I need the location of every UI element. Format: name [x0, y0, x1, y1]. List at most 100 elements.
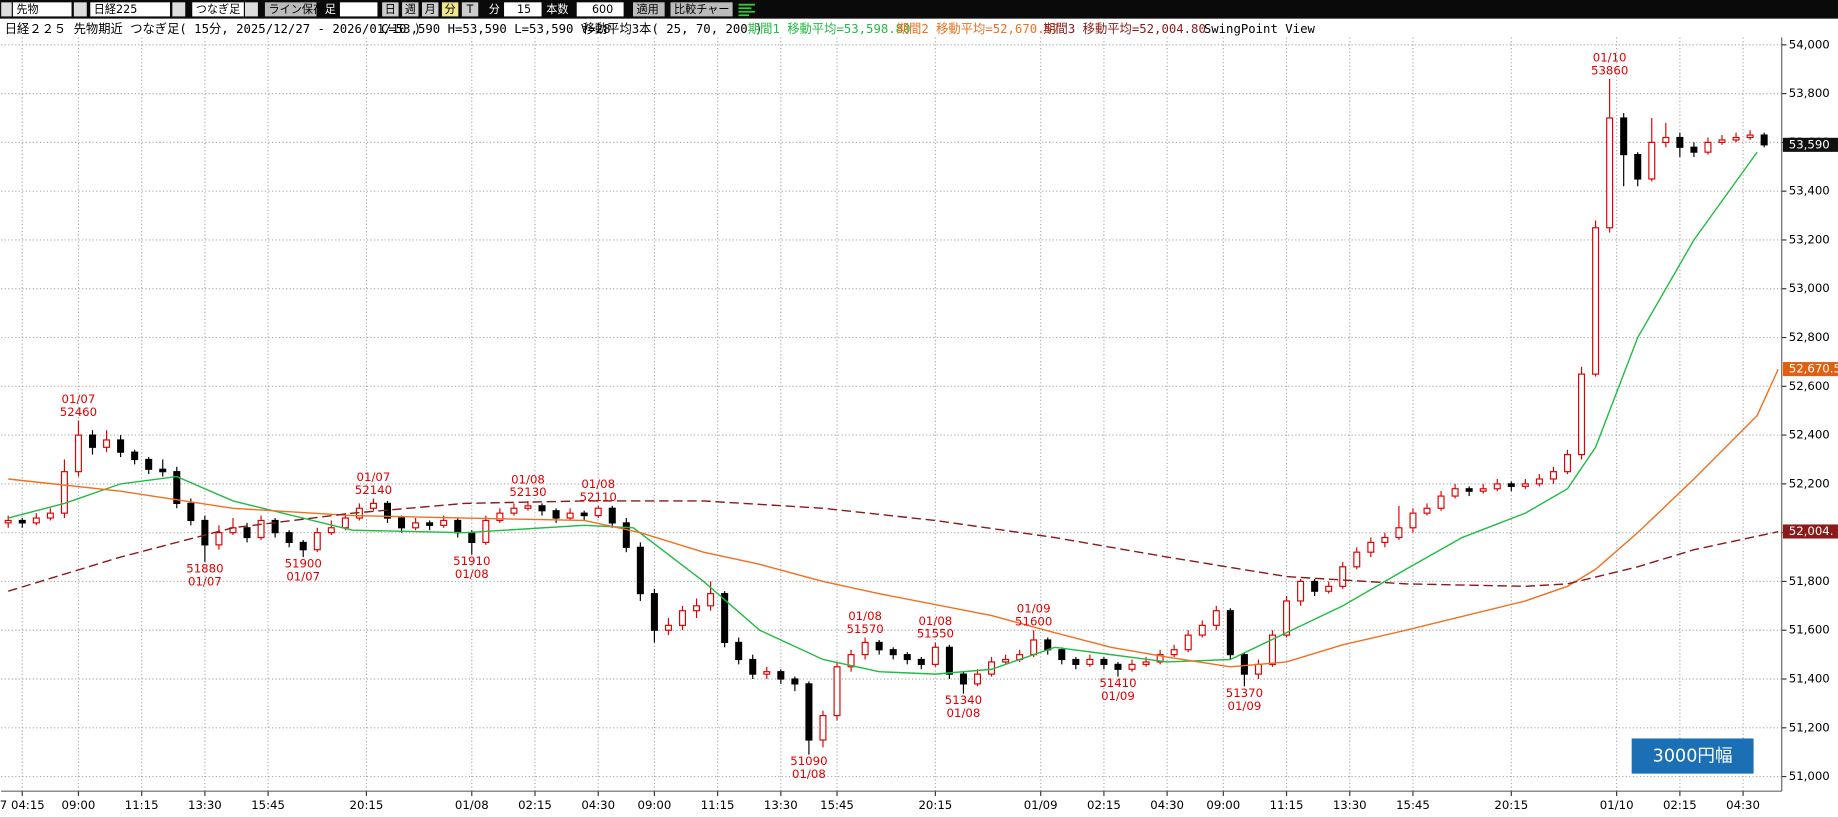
candle-body — [1283, 600, 1291, 636]
plot: 51,00051,20051,40051,60051,80052,00052,2… — [0, 37, 1838, 811]
x-tick-label: 15:45 — [820, 798, 854, 812]
candle-body — [299, 541, 307, 551]
candle-body — [1297, 580, 1305, 602]
count-input[interactable] — [576, 2, 624, 17]
candle-body — [1606, 117, 1614, 229]
bar-type-select[interactable] — [192, 2, 244, 17]
candle-body — [735, 641, 743, 661]
dropdown-arrow[interactable] — [73, 2, 87, 17]
period-button[interactable] — [461, 2, 479, 17]
candle-body — [1268, 634, 1277, 665]
candle-body — [187, 502, 195, 522]
period-button[interactable] — [382, 2, 399, 17]
x-tick-label: 04:30 — [1726, 798, 1760, 812]
candle-body — [1718, 139, 1726, 143]
candle-body — [1325, 585, 1333, 592]
interval-text: 15 — [517, 3, 531, 16]
y-tick-label: 51,000 — [1789, 769, 1830, 783]
index-select[interactable] — [90, 2, 170, 17]
candle-body — [847, 654, 855, 668]
candle-body — [1128, 663, 1136, 670]
indicator-icon[interactable] — [738, 3, 755, 17]
period-button[interactable] — [422, 2, 439, 17]
x-tick-label: 20:15 — [918, 798, 952, 812]
x-tick-label: 01/08 — [455, 798, 489, 812]
swing-date: 01/08 — [581, 477, 615, 491]
save-button[interactable] — [264, 2, 317, 17]
compare-text: 比較チャート — [674, 2, 741, 16]
view-label: SwingPoint View — [1204, 22, 1316, 36]
price-tag-label: 52,004. — [1789, 524, 1834, 538]
dropdown-arrow[interactable] — [172, 2, 186, 17]
swing-date: 01/08 — [792, 767, 826, 781]
x-tick-label: 01/09 — [1024, 798, 1058, 812]
chart-title: 日経２２５ 先物期近 つなぎ足( 15分, 2025/12/27 - 2026/… — [5, 22, 421, 36]
candle-body — [791, 678, 799, 685]
candle-body — [1578, 373, 1586, 456]
candle-body — [327, 527, 335, 534]
legend-entry: 期間3 移動平均=52,004.80 — [1043, 22, 1206, 36]
candle-body — [1058, 649, 1066, 661]
candle-body — [1760, 134, 1768, 146]
x-tick-label: 20:15 — [350, 798, 384, 812]
candle-body — [552, 510, 560, 519]
candle-body — [1311, 580, 1319, 592]
ma-line — [8, 151, 1758, 675]
candle-body — [440, 519, 448, 526]
swing-date: 01/07 — [188, 574, 222, 588]
candle-body — [1437, 495, 1445, 509]
candle-body — [1367, 541, 1375, 553]
compare-button[interactable] — [670, 2, 733, 17]
swing-price: 51600 — [1015, 615, 1052, 629]
dropdown-arrow[interactable] — [245, 2, 258, 17]
candle-body — [201, 519, 209, 546]
candle-body — [1563, 454, 1572, 473]
x-tick-label: 02:15 — [1663, 798, 1697, 812]
price-tag-label: 52,670.5 — [1789, 362, 1838, 376]
candle-body — [1114, 663, 1122, 670]
candle-body — [454, 519, 462, 534]
candle-body — [664, 624, 672, 631]
range-button[interactable] — [1631, 738, 1754, 774]
x-tick-label: 13:30 — [188, 798, 222, 812]
swing-date: 01/08 — [848, 609, 882, 623]
candle-body — [1549, 471, 1557, 480]
market-select[interactable] — [12, 2, 72, 17]
menu-arrow[interactable] — [1, 2, 12, 17]
swing-price: 52460 — [60, 405, 97, 419]
candle-body — [1044, 639, 1052, 651]
candle-body — [524, 505, 532, 509]
market-text: 先物 — [16, 2, 38, 16]
info-bar — [0, 18, 1838, 38]
candle-body — [510, 507, 518, 514]
toolbar-bg — [0, 0, 1838, 19]
candle-body — [1592, 227, 1600, 375]
candle-body — [412, 522, 420, 529]
price-tag — [1782, 362, 1838, 377]
interval-input[interactable] — [504, 2, 542, 17]
ashi-input[interactable] — [339, 2, 378, 17]
swing-price: 51550 — [917, 627, 954, 641]
candle-body — [103, 439, 111, 448]
x-tick-label: 09:00 — [638, 798, 672, 812]
period-button[interactable] — [402, 2, 419, 17]
candle-body — [1465, 488, 1473, 492]
bar-type-text: つなぎ足 — [196, 2, 241, 16]
candle-body — [145, 458, 153, 470]
candle-body — [88, 434, 97, 448]
legend-entry: 期間1 移動平均=53,598.80 — [748, 22, 911, 36]
candle-body — [763, 671, 771, 675]
period-button[interactable] — [441, 2, 459, 17]
candle-body — [1690, 146, 1698, 153]
swing-date: 01/08 — [511, 472, 545, 486]
candle-body — [1254, 663, 1262, 675]
candle-body — [693, 605, 701, 612]
candle-body — [117, 439, 125, 453]
price-tag-label: 53,590 — [1789, 137, 1830, 151]
count-label: 本数 — [546, 2, 568, 16]
candle-body — [159, 468, 167, 473]
candle-body — [749, 658, 757, 675]
apply-button[interactable] — [632, 2, 665, 17]
